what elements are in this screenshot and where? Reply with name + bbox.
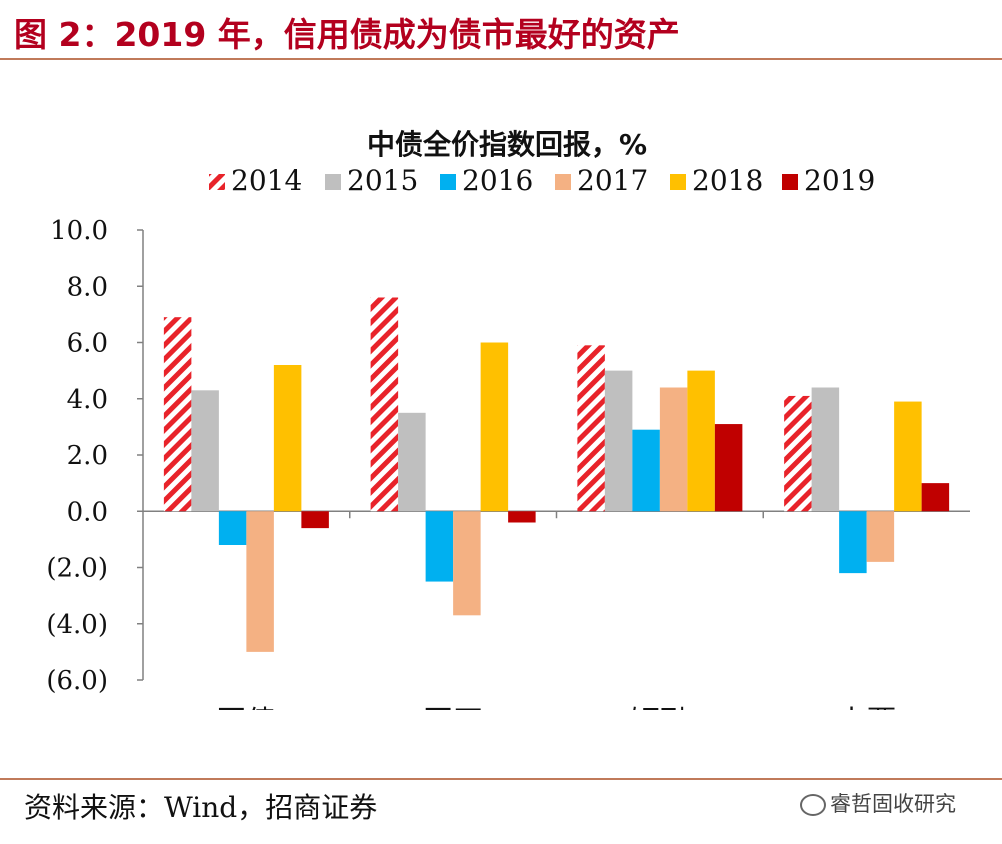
bar-短融-2015 [604, 370, 633, 512]
bar-国开-2015 [398, 412, 426, 512]
figure-title: 图 2：2019 年，信用债成为债市最好的资产 [14, 15, 680, 54]
bar-国债-2017 [246, 511, 274, 652]
y-tick-label: 0.0 [67, 497, 108, 527]
bar-国开-2017 [453, 511, 481, 616]
legend-label-2015: 2015 [347, 164, 418, 197]
bottom-rule [0, 778, 1002, 780]
bar-中票-2017 [866, 511, 895, 562]
y-tick-label: (6.0) [46, 666, 108, 696]
wechat-icon [800, 794, 826, 816]
bar-国开-2019 [508, 511, 536, 523]
bars [163, 297, 950, 652]
bar-国债-2014 [163, 317, 192, 512]
category-label: 中票 [837, 705, 897, 710]
watermark: 睿哲固收研究 [800, 788, 956, 818]
y-tick-label: 4.0 [67, 385, 108, 415]
category-label: 国债 [216, 705, 276, 710]
category-labels: 国债 国开 短融 中票 [216, 705, 896, 710]
legend-swatch-2015 [325, 174, 341, 190]
bar-国开-2016 [425, 511, 454, 582]
watermark-text: 睿哲固收研究 [830, 792, 956, 816]
bar-短融-2019 [714, 424, 743, 512]
legend-swatch-2014 [209, 174, 225, 190]
y-tick-label: 6.0 [67, 329, 108, 359]
y-tick-label: (4.0) [46, 610, 108, 640]
legend-label-2014: 2014 [231, 164, 302, 197]
legend-swatch-2018 [670, 174, 686, 190]
category-label: 国开 [423, 705, 483, 710]
category-label: 短融 [630, 705, 690, 710]
legend-label-2019: 2019 [804, 164, 875, 197]
axes: 10.0 8.0 6.0 4.0 2.0 0.0 (2.0) (4.0) (6.0) [46, 216, 970, 696]
bar-chart: 中债全价指数回报，% 2014 2015 2016 2017 2018 2019 10.0… [46, 128, 970, 710]
bar-短融-2014 [577, 345, 605, 512]
bar-短融-2017 [659, 387, 688, 512]
bar-国债-2019 [301, 511, 329, 529]
y-tick-label: (2.0) [46, 554, 108, 584]
y-tick-label: 10.0 [50, 216, 108, 246]
legend-swatch-2019 [782, 174, 798, 190]
chart-title: 中债全价指数回报，% [367, 128, 647, 161]
bar-国债-2016 [218, 511, 247, 545]
y-tick-label: 8.0 [67, 272, 108, 302]
legend-swatch-2017 [555, 174, 571, 190]
legend: 2014 2015 2016 2017 2018 2019 [209, 164, 875, 197]
bar-中票-2018 [894, 401, 922, 512]
top-rule [0, 58, 1002, 60]
legend-label-2018: 2018 [692, 164, 763, 197]
bar-国开-2014 [370, 297, 399, 512]
bar-中票-2014 [784, 395, 812, 512]
bar-国债-2015 [191, 390, 219, 512]
legend-label-2017: 2017 [577, 164, 648, 197]
bar-国开-2018 [480, 342, 509, 512]
legend-swatch-2016 [440, 174, 456, 190]
bar-短融-2016 [632, 429, 660, 512]
bar-国债-2018 [273, 365, 302, 512]
bar-短融-2018 [687, 370, 715, 512]
bar-中票-2016 [839, 511, 867, 574]
bar-中票-2019 [921, 483, 950, 512]
source-note: 资料来源：Wind，招商证券 [24, 791, 378, 824]
bar-中票-2015 [811, 387, 840, 512]
legend-label-2016: 2016 [462, 164, 533, 197]
y-tick-label: 2.0 [67, 441, 108, 471]
